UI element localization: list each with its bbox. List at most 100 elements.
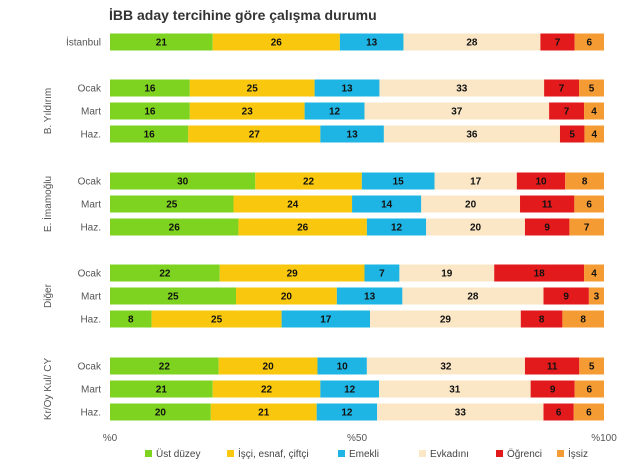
segment-value-label: 22: [159, 269, 171, 280]
row-label: Mart: [81, 292, 101, 303]
bar-segment: [544, 79, 580, 97]
bar-segment: [579, 357, 604, 375]
bar-segment: [549, 102, 585, 120]
x-tick-label: %50: [347, 433, 367, 444]
bar-segment: [110, 264, 220, 282]
segment-value-label: 9: [550, 385, 556, 396]
segment-value-label: 23: [242, 107, 254, 118]
segment-value-label: 25: [211, 315, 223, 326]
segment-value-label: 24: [287, 200, 299, 211]
bar-segment: [110, 287, 237, 305]
bar-segment: [281, 310, 370, 328]
bar-segment: [236, 287, 337, 305]
bar-segment: [110, 380, 213, 398]
bar-segment: [426, 218, 525, 236]
segment-value-label: 22: [303, 177, 315, 188]
segment-value-label: 29: [440, 315, 452, 326]
segment-value-label: 20: [465, 200, 477, 211]
bar-segment: [320, 125, 384, 143]
row-label: Haz.: [80, 408, 101, 419]
bar-segment: [520, 310, 563, 328]
segment-value-label: 7: [584, 223, 590, 234]
bar-segment: [320, 380, 380, 398]
segment-value-label: 15: [393, 177, 405, 188]
bar-segment: [317, 357, 367, 375]
bar-segment: [574, 195, 604, 213]
bar-segment: [361, 172, 435, 190]
bar-segment: [524, 357, 580, 375]
bar-segment: [543, 403, 574, 421]
segment-value-label: 33: [455, 408, 467, 419]
segment-value-label: 30: [177, 177, 189, 188]
bar-segment: [543, 287, 589, 305]
bar-segment: [562, 310, 604, 328]
segment-value-label: 4: [591, 269, 597, 280]
bar-segment: [189, 102, 305, 120]
segment-value-label: 21: [258, 408, 270, 419]
segment-value-label: 25: [167, 292, 179, 303]
bar-segment: [238, 218, 367, 236]
segment-value-label: 10: [337, 362, 349, 373]
segment-value-label: 6: [587, 38, 593, 49]
bar-segment: [559, 125, 585, 143]
segment-value-label: 31: [449, 385, 461, 396]
segment-value-label: 28: [466, 38, 478, 49]
segment-value-label: 7: [555, 38, 561, 49]
chart-title: İBB aday tercihine göre çalışma durumu: [109, 7, 377, 23]
bar-segment: [151, 310, 282, 328]
segment-value-label: 8: [580, 315, 586, 326]
legend-swatch: [338, 450, 345, 457]
segment-value-label: 16: [144, 130, 156, 141]
bar-segment: [579, 79, 604, 97]
bar-segment: [110, 218, 239, 236]
row-label: Ocak: [78, 362, 102, 373]
segment-value-label: 11: [547, 362, 558, 373]
bar-segment: [421, 195, 521, 213]
segment-value-label: 6: [587, 385, 593, 396]
row-label: Mart: [81, 385, 101, 396]
bar-segment: [314, 79, 380, 97]
bar-segment: [573, 403, 604, 421]
legend-swatch: [557, 450, 564, 457]
row-label: Haz.: [80, 223, 101, 234]
row-label: Ocak: [78, 84, 102, 95]
bar-segment: [379, 380, 531, 398]
bar-segment: [364, 102, 550, 120]
bar-segment: [110, 125, 189, 143]
segment-value-label: 7: [559, 84, 565, 95]
segment-value-label: 8: [128, 315, 134, 326]
bar-segment: [383, 125, 560, 143]
segment-value-label: 17: [470, 177, 482, 188]
segment-value-label: 20: [281, 292, 293, 303]
segment-value-label: 7: [564, 107, 570, 118]
segment-value-label: 27: [249, 130, 261, 141]
row-label: Mart: [81, 107, 101, 118]
bar-segment: [403, 33, 541, 51]
row-label: İstanbul: [66, 36, 101, 49]
bar-segment: [339, 33, 404, 51]
row-label: Haz.: [80, 315, 101, 326]
bar-segment: [584, 264, 604, 282]
segment-value-label: 18: [534, 269, 546, 280]
segment-value-label: 5: [589, 362, 595, 373]
segment-value-label: 14: [381, 200, 393, 211]
segment-value-label: 9: [563, 292, 569, 303]
legend-swatch: [227, 450, 234, 457]
segment-value-label: 25: [247, 84, 259, 95]
segment-value-label: 3: [594, 292, 600, 303]
segment-value-label: 16: [144, 107, 156, 118]
bar-segment: [434, 172, 517, 190]
segment-value-label: 32: [440, 362, 452, 373]
segment-value-label: 12: [329, 107, 341, 118]
bar-segment: [110, 310, 152, 328]
bar-segment: [366, 357, 525, 375]
bar-segment: [188, 125, 321, 143]
bar-segment: [540, 33, 575, 51]
segment-value-label: 4: [591, 107, 597, 118]
segment-value-label: 10: [535, 177, 547, 188]
legend-label: İşçi, esnaf, çiftçi: [238, 447, 309, 460]
legend-swatch: [145, 450, 152, 457]
bar-segment: [399, 264, 495, 282]
legend-swatch: [496, 450, 503, 457]
